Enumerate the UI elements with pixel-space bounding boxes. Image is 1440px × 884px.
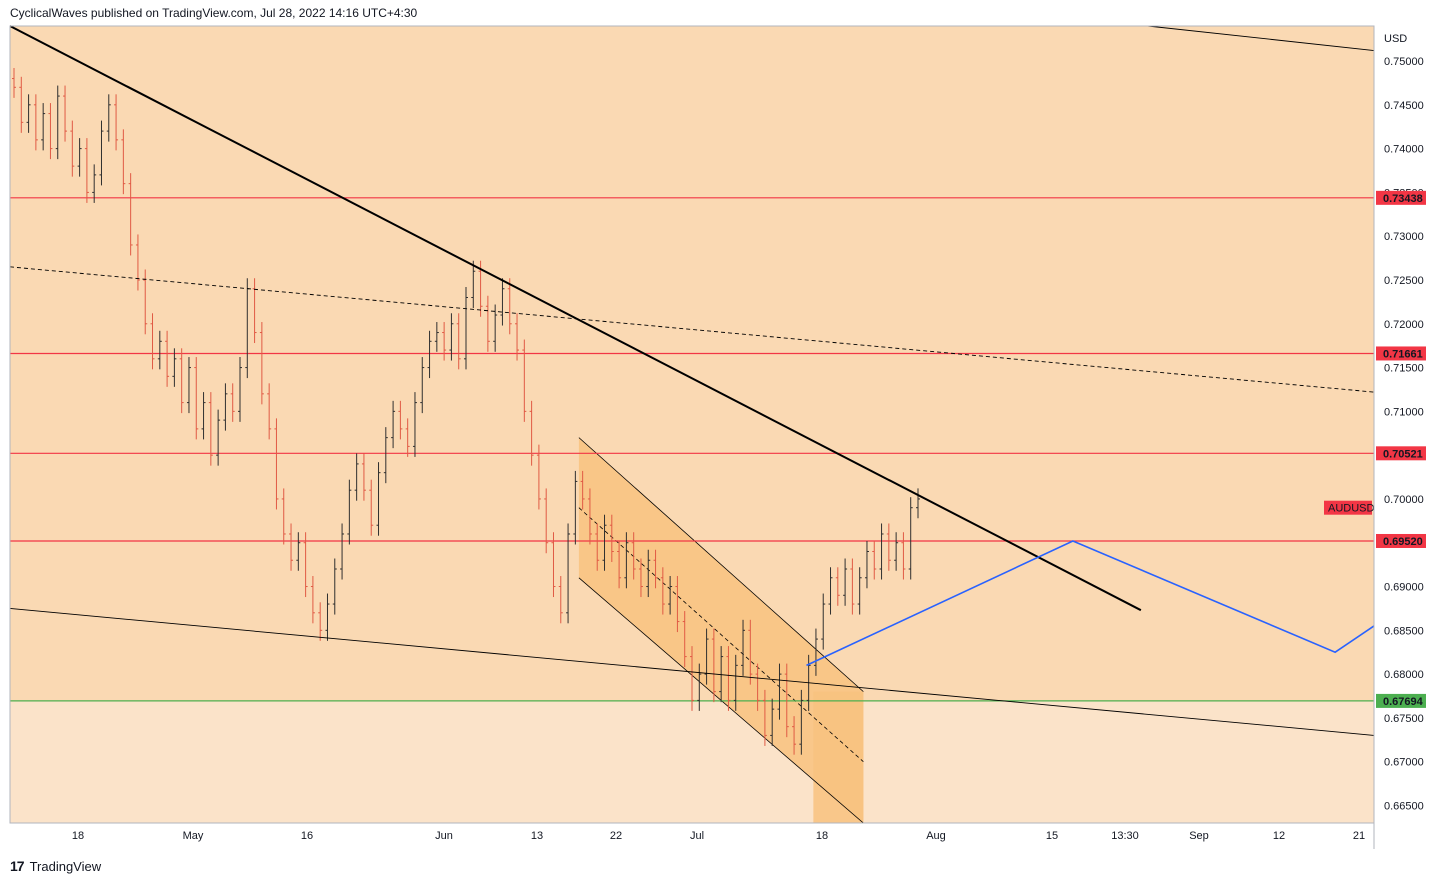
x-tick-9: 15 [1046,830,1058,842]
level-tag-3 [1376,533,1426,548]
x-axis[interactable]: 18 May 16 Jun 13 22 Jul 18 Aug 15 13:30 Sep 12 21 [10,822,1374,842]
x-tick-6: Jul [690,830,704,842]
y-tick-15: 0.67500 [1384,713,1424,725]
footer: 17 TradingView [10,858,101,874]
y-axis[interactable]: USD0.750000.745000.740000.735000.730000.… [1373,26,1426,849]
publish-info: CyclicalWaves published on TradingView.c… [10,6,418,20]
x-tick-7: 18 [816,830,828,842]
x-tick-10: 13:30 [1111,830,1139,842]
level-tag-text-0: 0.73438 [1383,193,1423,205]
y-tick-14: 0.68000 [1384,669,1424,681]
lower-long-trendline [9,607,1375,736]
y-tick-2: 0.74000 [1384,144,1424,156]
symbol-tag [1324,500,1372,515]
y-tick-0: 0.75000 [1384,56,1424,68]
x-tick-11: Sep [1189,830,1209,842]
x-tick-3: Jun [435,830,453,842]
y-tick-12: 0.69000 [1384,582,1424,594]
level-tag-text-4: 0.67694 [1383,696,1424,708]
x-tick-2: 16 [301,830,313,842]
y-tick-8: 0.71000 [1384,406,1424,418]
x-tick-13: 21 [1353,830,1365,842]
x-tick-5: 22 [610,830,622,842]
projection-path [806,540,1375,667]
overlay-layer: AUDUSD [9,25,1375,824]
level-tag-2 [1376,446,1426,461]
level-tag-text-2: 0.70521 [1383,448,1423,460]
y-tick-7: 0.71500 [1384,363,1424,375]
main-downtrend [9,25,1142,612]
footer-brand: TradingView [29,858,102,874]
y-tick-6: 0.72000 [1384,319,1424,331]
plot-area[interactable] [10,26,1374,823]
symbol-tag-text: AUDUSD [1328,503,1375,515]
y-tick-16: 0.67000 [1384,757,1424,769]
y-tick-13: 0.68500 [1384,625,1424,637]
channel-box [813,691,864,823]
x-tick-4: 13 [531,830,543,842]
x-tick-12: 12 [1273,830,1285,842]
x-tick-8: Aug [926,830,946,842]
tradingview-logo-icon: 17 [10,858,25,874]
level-tag-text-3: 0.69520 [1383,536,1423,548]
background-lower [10,700,1374,823]
y-tick-17: 0.66500 [1384,800,1424,812]
y-tick-10: 0.70000 [1384,494,1424,506]
level-tag-4 [1376,693,1426,708]
x-tick-0: 18 [72,830,84,842]
y-tick-4: 0.73000 [1384,231,1424,243]
level-tag-0 [1376,190,1426,205]
y-tick-5: 0.72500 [1384,275,1424,287]
y-tick-1: 0.74500 [1384,100,1424,112]
x-tick-1: May [183,830,204,842]
dashed-trendline [9,266,1375,393]
upper-long-trendline [1147,25,1375,51]
currency-label: USD [1384,33,1407,45]
level-tag-text-1: 0.71661 [1383,348,1423,360]
level-tag-1 [1376,346,1426,361]
